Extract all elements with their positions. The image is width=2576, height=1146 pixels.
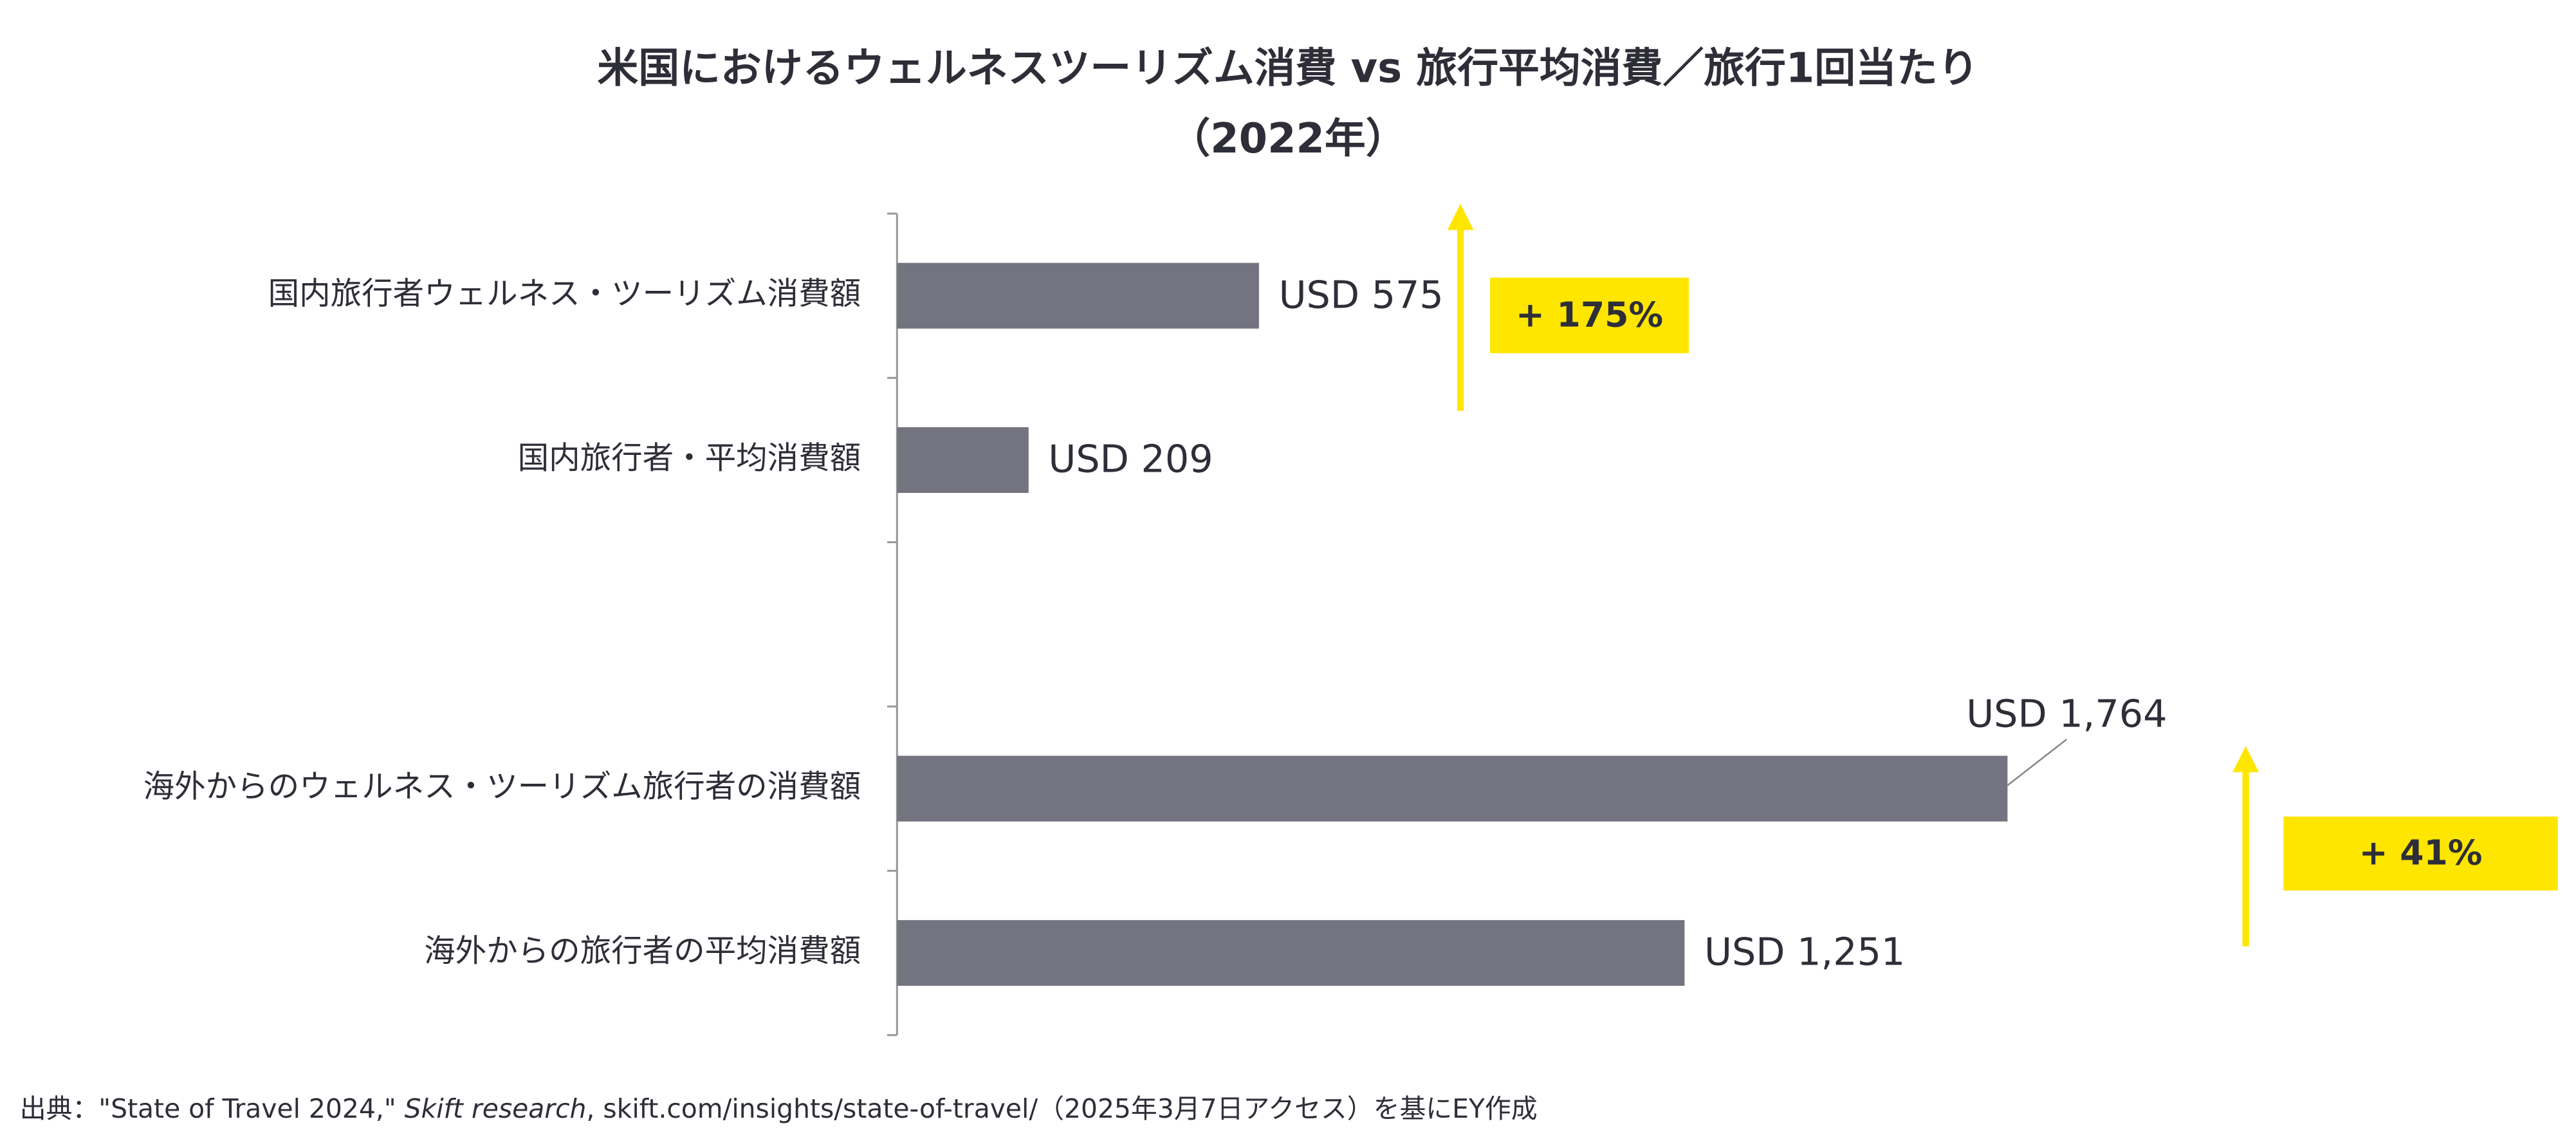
annotation-box	[1490, 277, 1689, 353]
data-label: USD 209	[1048, 437, 1213, 481]
leader-line	[2007, 739, 2068, 786]
source-text: Skift research	[405, 1093, 587, 1124]
y-tick-label: 海外からの旅行者の平均消費額	[424, 933, 861, 969]
chart-subtitle: （2022年）	[1169, 115, 1406, 163]
source-text: 出典："State of Travel 2024,"	[20, 1093, 405, 1124]
chart-title: 米国におけるウェルネスツーリズム消費 vs 旅行平均消費／旅行1回当たり	[597, 44, 1978, 92]
bar	[897, 755, 2008, 822]
arrow-head	[1447, 203, 1474, 230]
source-text: , skift.com/insights/state-of-travel/（20…	[586, 1093, 1537, 1124]
y-tick-label: 国内旅行者ウェルネス・ツーリズム消費額	[268, 276, 861, 312]
bar	[897, 427, 1029, 494]
arrow-head	[2232, 746, 2259, 773]
data-label: USD 1,764	[1966, 691, 2167, 735]
annotation: + 41%	[2359, 833, 2483, 873]
y-tick-label: 国内旅行者・平均消費額	[518, 440, 861, 476]
data-label: USD 1,251	[1704, 930, 1905, 974]
bar	[897, 263, 1259, 329]
y-tick-label: 海外からのウェルネス・ツーリズム旅行者の消費額	[143, 769, 861, 805]
annotation: + 175%	[1516, 294, 1663, 335]
data-label: USD 575	[1279, 272, 1444, 317]
bar	[897, 920, 1685, 986]
source: 出典："State of Travel 2024," Skift researc…	[20, 1093, 1538, 1124]
annotation-box	[2283, 817, 2558, 891]
